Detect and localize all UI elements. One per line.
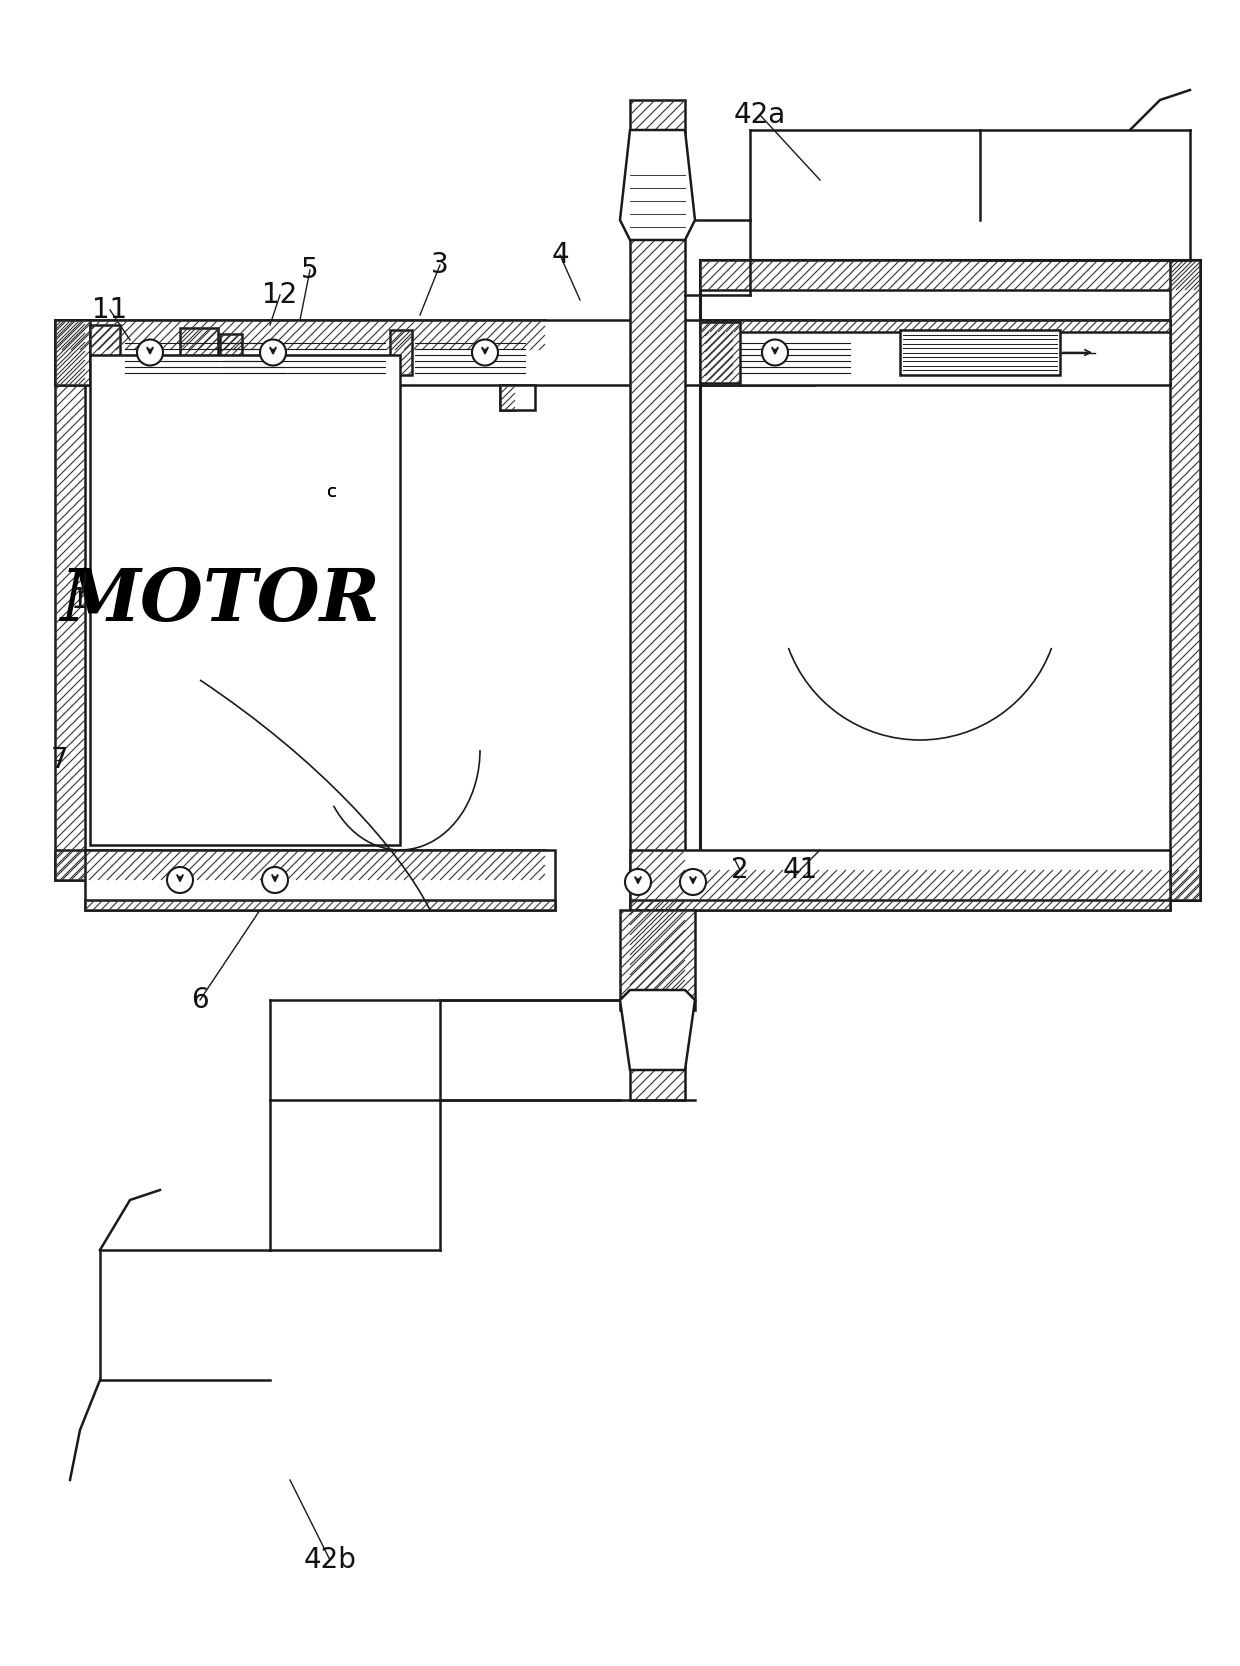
Bar xyxy=(701,320,1171,385)
Text: MOTOR: MOTOR xyxy=(61,565,381,635)
Circle shape xyxy=(167,866,193,893)
Text: 12: 12 xyxy=(263,282,298,308)
Bar xyxy=(701,260,1200,290)
Text: c: c xyxy=(327,483,337,501)
Bar xyxy=(86,900,556,910)
Circle shape xyxy=(472,340,498,365)
Circle shape xyxy=(262,866,288,893)
Bar xyxy=(55,320,546,350)
Polygon shape xyxy=(620,990,694,1070)
Bar xyxy=(630,100,684,1100)
Text: 11: 11 xyxy=(92,297,128,323)
Circle shape xyxy=(136,340,162,365)
Text: 42b: 42b xyxy=(304,1546,356,1574)
Bar xyxy=(701,260,1200,900)
Bar xyxy=(500,385,515,410)
Text: c: c xyxy=(327,483,337,501)
Bar xyxy=(91,325,120,380)
Bar xyxy=(630,900,1171,910)
Text: 41: 41 xyxy=(782,856,817,885)
Bar xyxy=(706,332,733,380)
Bar xyxy=(86,850,556,910)
Text: 3: 3 xyxy=(432,252,449,278)
Bar xyxy=(620,910,694,1010)
Circle shape xyxy=(625,870,651,895)
Bar xyxy=(91,355,401,845)
Bar xyxy=(900,330,1060,375)
Text: 6: 6 xyxy=(191,986,208,1015)
Circle shape xyxy=(763,340,787,365)
Bar xyxy=(55,320,815,385)
Bar xyxy=(701,870,1200,900)
Bar xyxy=(219,333,242,372)
Bar xyxy=(55,320,91,385)
Bar xyxy=(180,328,218,377)
Text: 4: 4 xyxy=(552,242,569,268)
Text: 1: 1 xyxy=(71,586,89,615)
Text: 7: 7 xyxy=(51,746,68,775)
Text: 2: 2 xyxy=(732,856,749,885)
Bar xyxy=(701,322,740,383)
Bar xyxy=(701,320,1171,332)
Bar xyxy=(500,385,534,410)
Text: 5: 5 xyxy=(301,257,319,283)
Circle shape xyxy=(260,340,286,365)
Bar xyxy=(391,330,412,375)
Circle shape xyxy=(680,870,706,895)
Bar xyxy=(630,850,1171,910)
Polygon shape xyxy=(620,130,694,240)
Bar xyxy=(1171,260,1200,900)
Text: 42a: 42a xyxy=(734,102,786,128)
Bar xyxy=(55,850,546,880)
Bar xyxy=(55,320,86,880)
